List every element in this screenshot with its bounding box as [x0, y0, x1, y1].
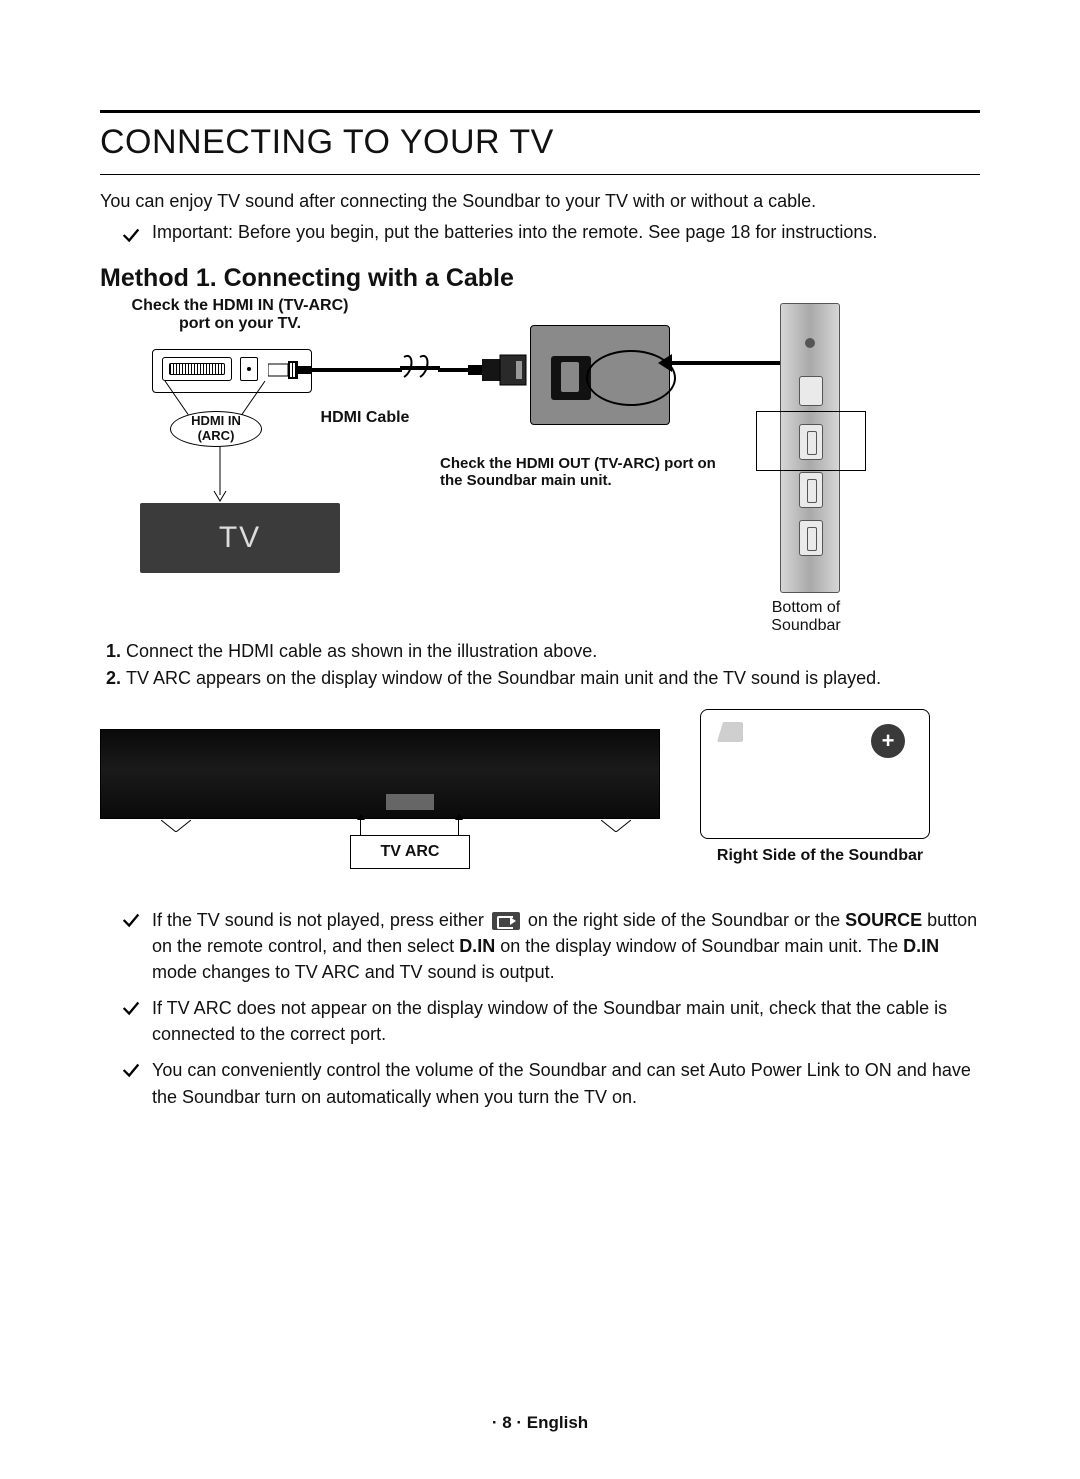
page-footer: · 8 · English	[0, 1413, 1080, 1433]
note-2-text: If TV ARC does not appear on the display…	[152, 995, 980, 1047]
oval-to-tv-line	[210, 447, 230, 505]
hdmi-cable-label: HDMI Cable	[305, 409, 425, 427]
hdmi-in-line1: HDMI IN	[191, 414, 241, 429]
cable-break-icon	[400, 351, 440, 391]
display-diagram: TV ARC + Right Side of the Soundbar	[100, 709, 980, 889]
page-title: CONNECTING TO YOUR TV	[100, 123, 980, 162]
check-soundbar-label: Check the HDMI OUT (TV-ARC) port on the …	[440, 455, 740, 489]
tv-box: TV	[140, 503, 340, 573]
tv-arc-callout: TV ARC	[350, 835, 470, 869]
soundbar-front	[100, 729, 660, 819]
check-icon	[120, 997, 142, 1019]
plus-glyph: +	[882, 728, 895, 754]
note-1-text: If the TV sound is not played, press eit…	[152, 907, 980, 985]
step-1: Connect the HDMI cable as shown in the i…	[126, 641, 980, 662]
arrow-to-port	[672, 361, 782, 365]
thin-rule	[100, 174, 980, 175]
right-side-caption: Right Side of the Soundbar	[700, 847, 940, 865]
check-icon	[120, 224, 142, 246]
step-2: TV ARC appears on the display window of …	[126, 668, 980, 689]
important-note: Important: Before you begin, put the bat…	[120, 222, 980, 244]
check-tv-label: Check the HDMI IN (TV-ARC) port on your …	[130, 297, 350, 333]
cable-segment	[312, 368, 402, 372]
foot-left-icon	[161, 820, 191, 832]
tv-label: TV	[219, 521, 261, 555]
soundbar-display	[386, 794, 434, 810]
tv-hdmi-slot	[162, 357, 232, 381]
note-2: If TV ARC does not appear on the display…	[120, 995, 980, 1047]
soundbar-port-closeup	[530, 325, 670, 425]
cable-segment-2	[438, 368, 468, 372]
hdmi-plug-left-icon	[268, 361, 312, 379]
panel-nub-icon	[717, 722, 743, 742]
manual-page: CONNECTING TO YOUR TV You can enjoy TV s…	[0, 0, 1080, 1479]
tv-aux-slot	[240, 357, 258, 381]
method-heading: Method 1. Connecting with a Cable	[100, 264, 980, 293]
check-icon	[120, 909, 142, 931]
soundbar-hdmi-port	[551, 356, 591, 400]
foot-right-icon	[601, 820, 631, 832]
tv-arc-text: TV ARC	[381, 843, 440, 861]
step-list: Connect the HDMI cable as shown in the i…	[100, 641, 980, 689]
note-1: If the TV sound is not played, press eit…	[120, 907, 980, 985]
rail-callout-box	[756, 411, 866, 471]
soundbar-right-panel: +	[700, 709, 930, 839]
source-icon	[492, 912, 520, 930]
check-icon	[120, 1059, 142, 1081]
volume-plus-button: +	[871, 724, 905, 758]
note-3-text: You can conveniently control the volume …	[152, 1057, 980, 1109]
hdmi-in-line2: (ARC)	[191, 429, 241, 444]
top-rule	[100, 110, 980, 113]
important-text: Important: Before you begin, put the bat…	[152, 222, 980, 243]
bottom-of-soundbar-label: Bottom of Soundbar	[736, 599, 876, 635]
note-3: You can conveniently control the volume …	[120, 1057, 980, 1109]
notes-list: If the TV sound is not played, press eit…	[100, 907, 980, 1110]
wiring-diagram: Check the HDMI IN (TV-ARC) port on your …	[100, 303, 980, 623]
hdmi-in-arc-oval: HDMI IN (ARC)	[170, 411, 262, 447]
hdmi-plug-right-icon	[468, 351, 528, 389]
intro-text: You can enjoy TV sound after connecting …	[100, 191, 980, 212]
